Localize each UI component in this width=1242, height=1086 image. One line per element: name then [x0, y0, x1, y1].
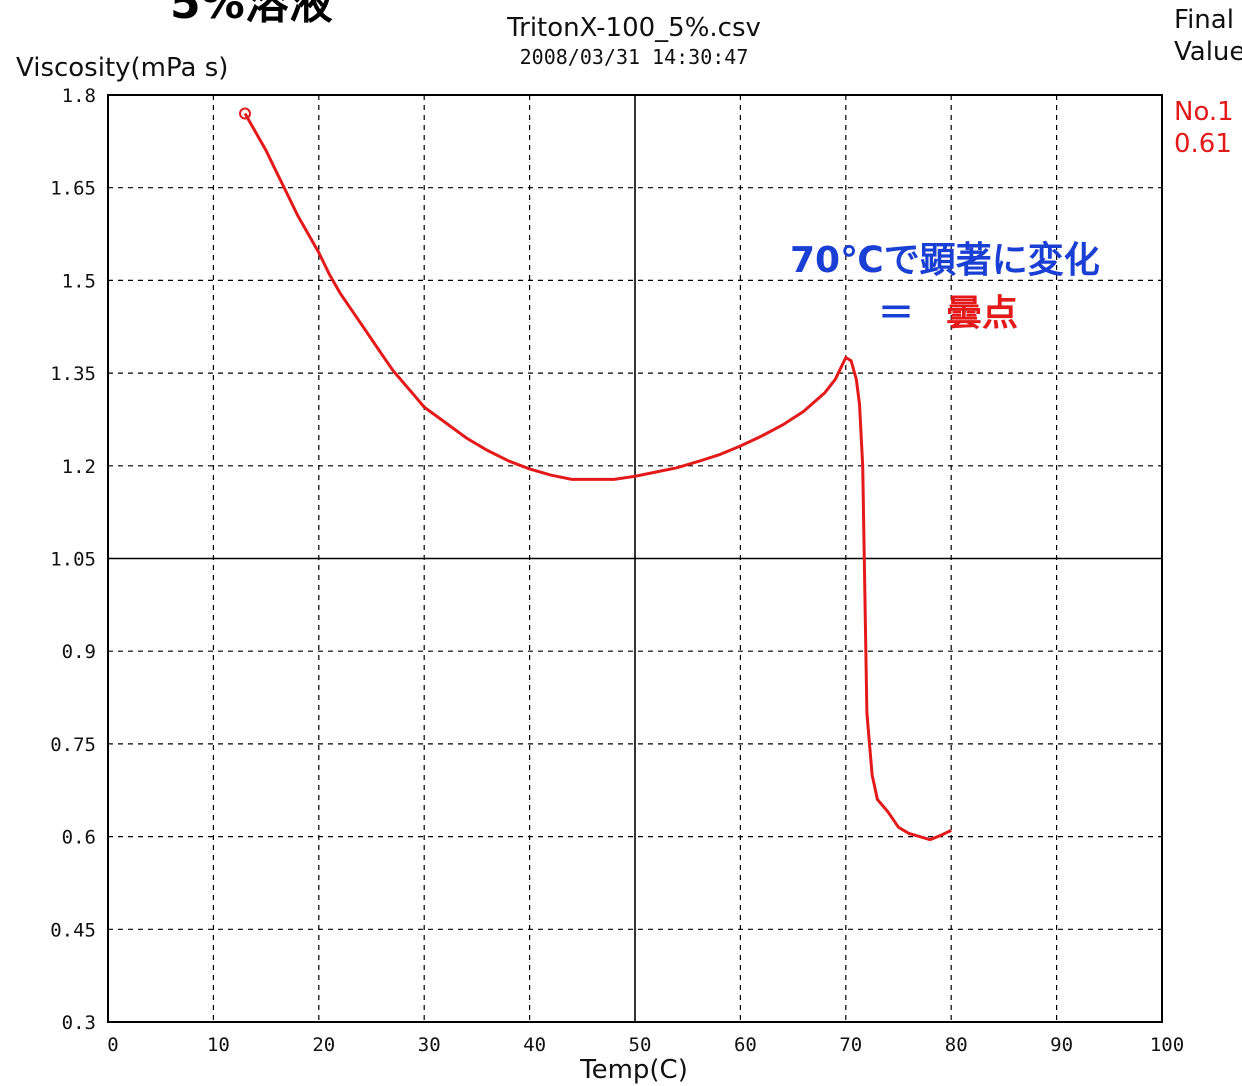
y-tick-label: 0.75: [50, 734, 96, 756]
x-tick-label: 40: [523, 1034, 546, 1056]
timestamp: 2008/03/31 14:30:47: [520, 45, 749, 69]
chart-title: TritonX-100_5%.csv: [506, 13, 761, 43]
annotation-70c: 70℃で顕著に変化: [790, 239, 1100, 281]
x-tick-label: 10: [207, 1034, 230, 1056]
legend-final-value: 0.61: [1174, 129, 1232, 159]
x-tick-label: 20: [312, 1034, 335, 1056]
final-value-label: Final: [1174, 5, 1234, 35]
y-tick-label: 1.5: [62, 270, 96, 292]
y-tick-label: 0.6: [62, 827, 96, 849]
y-tick-label: 1.2: [62, 456, 96, 478]
y-tick-label: 0.45: [50, 919, 96, 941]
x-tick-label: 60: [734, 1034, 757, 1056]
y-tick-label: 0.9: [62, 641, 96, 663]
x-tick-label: 90: [1050, 1034, 1073, 1056]
x-tick-label: 70: [839, 1034, 862, 1056]
y-tick-labels: 0.3 0.45 0.6 0.75 0.9 1.05 1.2 1.35 1.5 1.65 1.8: [50, 85, 96, 1034]
x-tick-label: 50: [629, 1034, 652, 1056]
x-tick-label: 30: [418, 1034, 441, 1056]
y-tick-label: 1.8: [62, 85, 96, 107]
y-tick-label: 1.65: [50, 178, 96, 200]
annotation-equals: ＝: [878, 293, 914, 334]
x-tick-label: 100: [1150, 1034, 1184, 1056]
series-line-no1: [243, 112, 952, 842]
series-start-marker: [239, 107, 252, 120]
y-tick-label: 1.35: [50, 363, 96, 385]
x-tick-label: 80: [945, 1034, 968, 1056]
grid: [108, 95, 1162, 1022]
x-tick-labels: 0 10 20 30 40 50 60 70 80 90 100: [107, 1034, 1184, 1056]
legend-series-id: No.1: [1174, 97, 1234, 127]
y-tick-label: 1.05: [50, 549, 96, 571]
x-axis-label: Temp(C): [579, 1055, 688, 1085]
final-value-label-2: Value: [1174, 37, 1242, 67]
page-heading-fragment: 5%溶液: [170, 0, 333, 29]
y-axis-label: Viscosity(mPa s): [16, 53, 228, 83]
annotation-cloud-point: 曇点: [946, 293, 1018, 334]
x-tick-label: 0: [107, 1034, 118, 1056]
y-tick-label: 0.3: [62, 1012, 96, 1034]
plot-frame: [107, 94, 1163, 1023]
